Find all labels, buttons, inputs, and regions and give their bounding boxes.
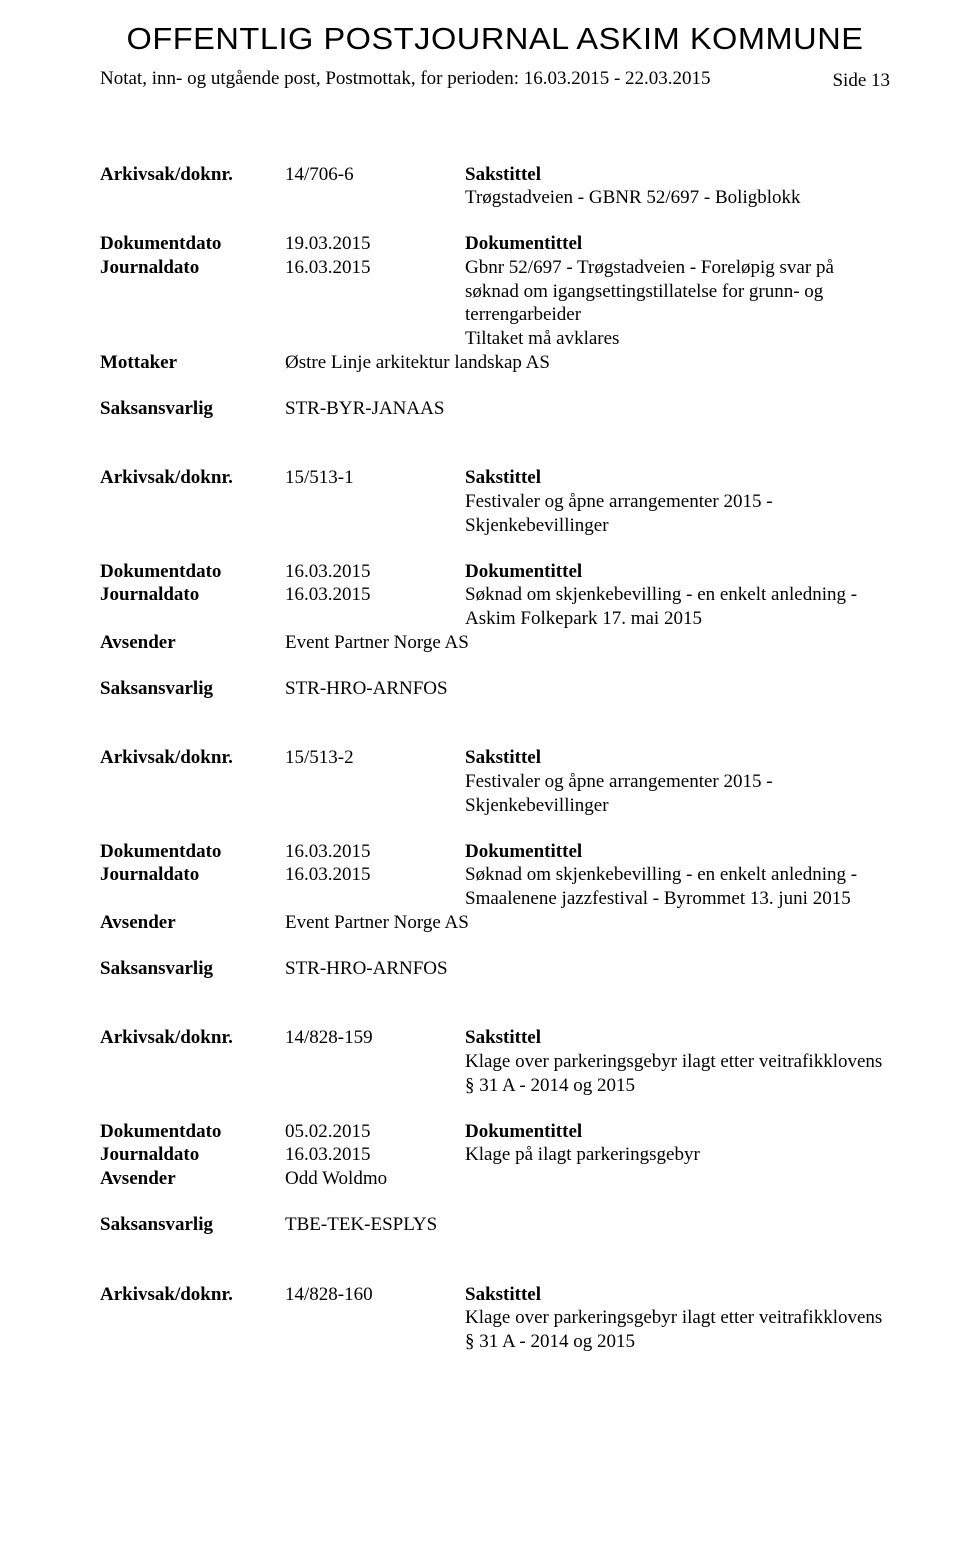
saksansvarlig-value: STR-BYR-JANAAS [285,397,890,421]
dokumentdato-label: Dokumentdato [100,1120,285,1144]
sakstittel-label: Sakstittel [465,1027,541,1048]
dokumentittel-label: Dokumentittel [465,1120,890,1144]
journaldato-value: 16.03.2015 [285,863,465,887]
party-value: Odd Woldmo [285,1167,890,1191]
sakstittel-block: Sakstittel Festivaler og åpne arrangement… [465,746,890,817]
journaldato-label: Journaldato [100,256,285,280]
sakstittel-value: Klage over parkeringsgebyr ilagt etter v… [465,1051,882,1096]
dokumentittel-label: Dokumentittel [465,232,890,256]
sakstittel-block: Sakstittel Festivaler og åpne arrangement… [465,466,890,537]
dokumentdato-label: Dokumentdato [100,840,285,864]
arkivsak-label: Arkivsak/doknr. [100,1026,285,1050]
dokumentdato-value: 19.03.2015 [285,232,465,256]
journaldato-label: Journaldato [100,863,285,887]
arkivsak-value: 15/513-2 [285,746,465,770]
journal-entry: Arkivsak/doknr.14/828-159Sakstittel Klage… [100,1026,890,1236]
journal-entry: Arkivsak/doknr.14/706-6SakstittelTrøgsta… [100,163,890,421]
sakstittel-block: Sakstittel Klage over parkeringsgebyr ila… [465,1026,890,1097]
party-label: Avsender [100,1167,285,1191]
saksansvarlig-value: TBE-TEK-ESPLYS [285,1213,890,1237]
sakstittel-label: Sakstittel [465,467,541,488]
page-title: OFFENTLIG POSTJOURNAL ASKIM KOMMUNE [80,20,910,59]
arkivsak-label: Arkivsak/doknr. [100,466,285,490]
dokumentittel-value: Søknad om skjenkebevilling - en enkelt a… [465,863,890,911]
arkivsak-value: 14/828-160 [285,1283,465,1307]
sakstittel-block: SakstittelTrøgstadveien - GBNR 52/697 - … [465,163,890,211]
dokumentittel-value: Søknad om skjenkebevilling - en enkelt a… [465,583,890,631]
arkivsak-label: Arkivsak/doknr. [100,1283,285,1307]
dokumentittel-value: Klage på ilagt parkeringsgebyr [465,1143,890,1167]
arkivsak-value: 14/828-159 [285,1026,465,1050]
sakstittel-value: Festivaler og åpne arrangementer 2015 - … [465,491,773,536]
dokumentittel-value: Gbnr 52/697 - Trøgstadveien - Foreløpig … [465,256,890,351]
party-value: Event Partner Norge AS [285,631,890,655]
dokumentdato-label: Dokumentdato [100,560,285,584]
dokumentittel-label: Dokumentittel [465,560,890,584]
sakstittel-label: Sakstittel [465,1284,541,1305]
party-label: Mottaker [100,351,285,375]
dokumentdato-value: 05.02.2015 [285,1120,465,1144]
journal-entry: Arkivsak/doknr.15/513-2Sakstittel Festiva… [100,746,890,980]
sakstittel-block: SakstittelKlage over parkeringsgebyr ila… [465,1283,890,1354]
sakstittel-value: Klage over parkeringsgebyr ilagt etter v… [465,1307,882,1352]
subheader-subtitle: Notat, inn- og utgående post, Postmottak… [100,67,711,91]
arkivsak-label: Arkivsak/doknr. [100,746,285,770]
journal-entry: Arkivsak/doknr.14/828-160SakstittelKlage… [100,1283,890,1354]
party-label: Avsender [100,911,285,935]
subheader-row: Notat, inn- og utgående post, Postmottak… [100,67,890,93]
journaldato-label: Journaldato [100,583,285,607]
arkivsak-value: 15/513-1 [285,466,465,490]
dokumentdato-value: 16.03.2015 [285,840,465,864]
dokumentdato-label: Dokumentdato [100,232,285,256]
journaldato-value: 16.03.2015 [285,256,465,280]
sakstittel-value: Trøgstadveien - GBNR 52/697 - Boligblokk [465,187,801,208]
party-value: Østre Linje arkitektur landskap AS [285,351,890,375]
saksansvarlig-value: STR-HRO-ARNFOS [285,957,890,981]
saksansvarlig-label: Saksansvarlig [100,677,285,701]
journaldato-label: Journaldato [100,1143,285,1167]
saksansvarlig-label: Saksansvarlig [100,1213,285,1237]
saksansvarlig-value: STR-HRO-ARNFOS [285,677,890,701]
arkivsak-value: 14/706-6 [285,163,465,187]
arkivsak-label: Arkivsak/doknr. [100,163,285,187]
entries-list: Arkivsak/doknr.14/706-6SakstittelTrøgsta… [100,163,890,1354]
sakstittel-label: Sakstittel [465,164,541,185]
saksansvarlig-label: Saksansvarlig [100,957,285,981]
dokumentittel-label: Dokumentittel [465,840,890,864]
sakstittel-value: Festivaler og åpne arrangementer 2015 - … [465,771,773,816]
sakstittel-label: Sakstittel [465,747,541,768]
journal-entry: Arkivsak/doknr.15/513-1Sakstittel Festiva… [100,466,890,700]
journaldato-value: 16.03.2015 [285,583,465,607]
page-number: Side 13 [832,67,890,93]
party-value: Event Partner Norge AS [285,911,890,935]
journaldato-value: 16.03.2015 [285,1143,465,1167]
party-label: Avsender [100,631,285,655]
dokumentdato-value: 16.03.2015 [285,560,465,584]
saksansvarlig-label: Saksansvarlig [100,397,285,421]
